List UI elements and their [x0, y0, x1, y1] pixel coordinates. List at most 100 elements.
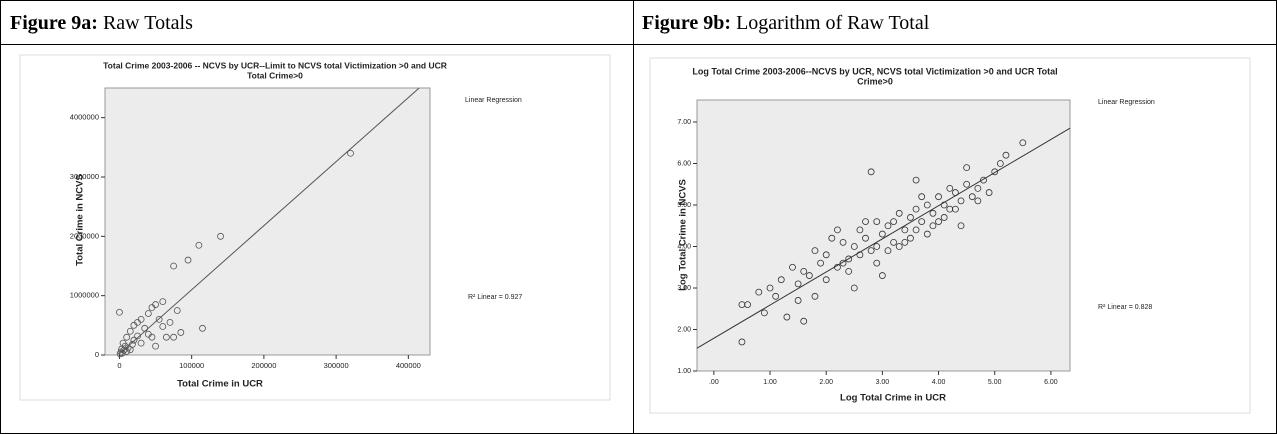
plot-area [696, 99, 1071, 372]
data-point [811, 292, 819, 300]
y-tick-label: 1000000 [70, 291, 99, 300]
legend-title: Linear Regression [1098, 99, 1155, 106]
data-point [918, 193, 926, 201]
data-point [873, 259, 881, 267]
data-point [155, 315, 163, 323]
data-point [217, 232, 224, 240]
x-tick-label: 300000 [324, 361, 349, 370]
y-tick-label: 5.00 [677, 202, 691, 209]
data-point [184, 256, 192, 264]
data-point [177, 329, 185, 336]
data-point [794, 280, 802, 288]
regression-line [696, 127, 1071, 349]
data-point [148, 304, 156, 311]
data-point [918, 218, 926, 225]
y-tick-label: 7.00 [677, 119, 691, 126]
data-point [878, 272, 886, 279]
y-axis-label: Log Total Crime in NCVS [678, 179, 689, 291]
data-point [963, 180, 971, 188]
data-point [822, 251, 830, 259]
data-point [912, 205, 920, 213]
data-point [929, 222, 937, 230]
x-tick-label: 6.00 [1044, 379, 1058, 386]
data-point [159, 298, 167, 306]
y-tick-label: 2000000 [70, 231, 99, 240]
data-point [856, 251, 864, 259]
y-tick-label: 2.00 [677, 326, 691, 333]
figure-text: Raw Totals [103, 12, 193, 34]
data-point [822, 276, 830, 284]
data-point [118, 349, 126, 357]
data-point [907, 234, 914, 242]
data-point [935, 218, 942, 225]
data-point [850, 243, 858, 250]
x-tick-label: .00 [709, 379, 719, 386]
data-point [935, 193, 942, 201]
data-point [777, 276, 785, 284]
data-point [1019, 139, 1027, 147]
data-point [845, 255, 853, 263]
data-point [123, 348, 131, 355]
data-point [170, 333, 178, 341]
data-point [850, 284, 858, 292]
data-point [856, 226, 864, 234]
data-point [862, 234, 869, 242]
figure-caption: Figure 9a: Raw Totals [10, 12, 193, 34]
y-axis-label: Total Crime in NCVS [75, 174, 86, 266]
data-point [166, 318, 174, 326]
data-point [985, 189, 993, 196]
data-point [901, 238, 909, 246]
figure-text: Logarithm of Raw Total [736, 12, 930, 34]
data-point [873, 243, 881, 250]
x-tick-label: 4.00 [932, 379, 946, 386]
x-tick-label: 2.00 [819, 379, 833, 386]
data-point [134, 332, 141, 340]
data-point [895, 243, 903, 250]
data-point [878, 230, 886, 238]
data-point [800, 317, 808, 325]
data-point [811, 247, 819, 255]
data-point [123, 333, 131, 341]
data-point [867, 168, 875, 176]
data-point [890, 218, 898, 225]
data-point [929, 209, 937, 217]
data-point [862, 218, 869, 225]
data-point [996, 160, 1004, 167]
data-point [839, 238, 847, 246]
plot-area [104, 87, 431, 356]
y-tick-label: 6.00 [677, 160, 691, 167]
data-point [755, 288, 763, 296]
data-point [738, 301, 746, 308]
data-point [884, 222, 892, 230]
data-point [130, 321, 138, 329]
regression-line [119, 87, 420, 355]
data-point [940, 214, 948, 221]
figure-label: Figure 9b: [642, 12, 731, 34]
x-tick-label: 3.00 [876, 379, 890, 386]
data-point [170, 262, 178, 270]
fit-annotation: R² Linear = 0.927 [468, 294, 522, 301]
data-point [912, 176, 920, 184]
data-point [923, 201, 931, 209]
data-point [895, 209, 903, 217]
x-tick-label: 5.00 [988, 379, 1002, 386]
x-tick-label: 1.00 [763, 379, 777, 386]
y-tick-label: 4000000 [70, 113, 99, 122]
data-point [347, 149, 354, 157]
y-tick-label: 3.00 [677, 285, 691, 292]
y-tick-label: 1.00 [677, 368, 691, 375]
data-point [159, 323, 167, 330]
x-axis-label: Log Total Crime in UCR [840, 393, 946, 404]
data-point [817, 259, 824, 267]
data-point [126, 346, 134, 354]
data-point [839, 259, 847, 267]
data-point [794, 297, 802, 304]
data-point [126, 327, 134, 335]
y-tick-label: 4.00 [677, 243, 691, 250]
data-point [834, 226, 841, 234]
data-point [991, 168, 999, 176]
figure-label: Figure 9a: [10, 12, 98, 34]
data-point [805, 272, 813, 279]
data-point [152, 342, 159, 350]
y-tick-label: 0 [95, 350, 99, 359]
